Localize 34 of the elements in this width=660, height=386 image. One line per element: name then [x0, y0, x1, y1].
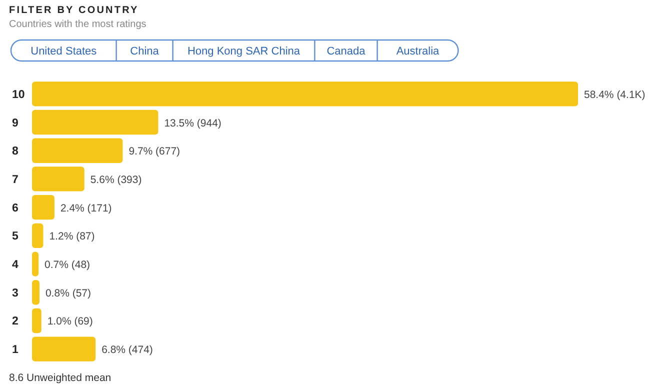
- data-label: 9.7% (677): [128, 146, 180, 158]
- data-label: 13.5% (944): [164, 117, 222, 130]
- bar: [32, 336, 96, 362]
- data-label: 1.2% (87): [49, 230, 95, 243]
- y-tick-label: 6: [12, 202, 18, 214]
- bar: [32, 138, 123, 163]
- y-tick-label: 3: [12, 287, 18, 300]
- data-label: 5.6% (393): [90, 174, 142, 186]
- chart-title: FILTER BY COUNTRY: [9, 5, 139, 16]
- bar: [32, 308, 42, 334]
- data-label: 0.7% (48): [44, 259, 90, 272]
- bar: [32, 194, 54, 220]
- data-label: 6.8% (474): [102, 344, 153, 356]
- bar: [32, 110, 158, 135]
- bar: [32, 223, 44, 248]
- bar: [32, 280, 40, 305]
- y-tick-label: 7: [12, 174, 18, 186]
- country-filter: United States China Hong Kong SAR China Canada Australia: [10, 39, 459, 62]
- data-label: 0.8% (57): [45, 287, 92, 300]
- bar: [32, 252, 39, 276]
- data-label: 58.4% (4.1K): [584, 88, 646, 101]
- y-tick-label: 10: [12, 88, 25, 101]
- y-tick-label: 9: [12, 117, 18, 130]
- bar: [32, 166, 84, 192]
- y-tick-label: 1: [12, 344, 19, 356]
- y-tick-label: 2: [12, 316, 18, 328]
- bar: [32, 82, 578, 106]
- data-label: 2.4% (171): [60, 202, 112, 214]
- chart-subtitle: Countries with the most ratings: [9, 19, 146, 30]
- text: 8.6 Unweighted mean: [9, 372, 112, 384]
- y-tick-label: 4: [12, 259, 19, 272]
- y-tick-label: 5: [12, 230, 19, 243]
- data-label: 1.0% (69): [47, 316, 93, 328]
- y-tick-label: 8: [12, 146, 19, 158]
